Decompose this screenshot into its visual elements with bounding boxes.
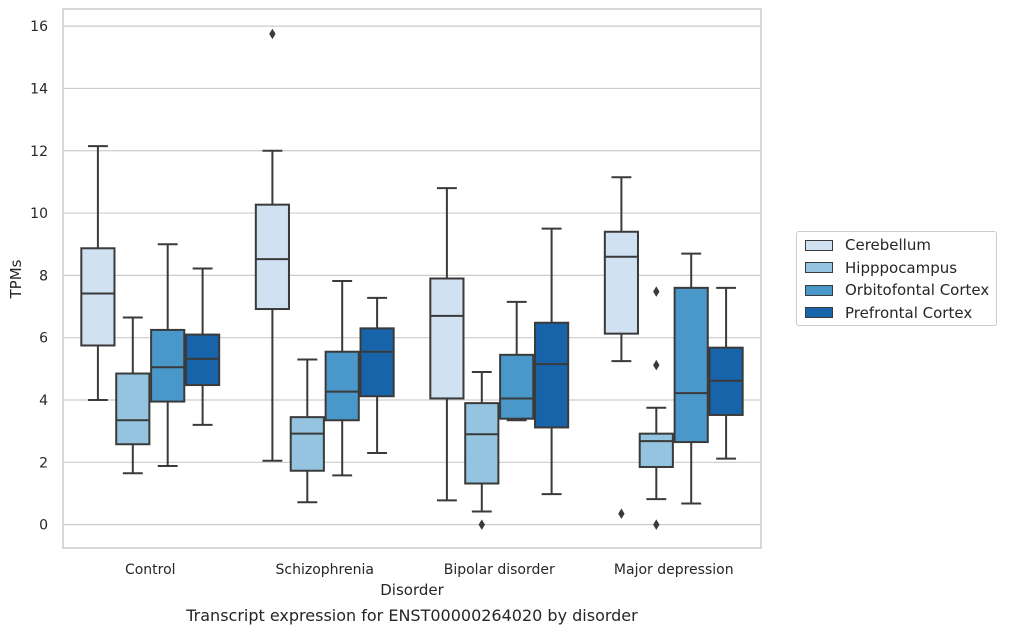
legend-label: Hipppocampus	[845, 258, 958, 277]
box	[638, 432, 674, 468]
x-tick-label: Control	[125, 562, 176, 578]
box-cerebellum-2	[429, 187, 465, 502]
outlier-point	[269, 28, 276, 40]
y-tick-label: 12	[30, 144, 48, 160]
legend-swatch	[805, 262, 833, 273]
x-axis-label: Disorder	[380, 581, 444, 599]
legend: Cerebellum Hipppocampus Orbitofontal Corte…	[796, 231, 997, 326]
outlier-point	[653, 286, 660, 297]
legend-swatch	[805, 239, 833, 251]
box-hipppocampus-3	[638, 286, 674, 530]
box-orbitofontal-cortex-1	[324, 279, 360, 477]
legend-swatch	[805, 284, 833, 296]
box	[359, 327, 395, 398]
box-hipppocampus-0	[115, 316, 151, 475]
box	[429, 277, 465, 400]
legend-item: Prefrontal Cortex	[805, 303, 972, 323]
legend-item: Orbitofontal Cortex	[805, 280, 989, 300]
box-cerebellum-1	[254, 28, 290, 462]
box-hipppocampus-1	[289, 358, 325, 504]
outlier-point	[478, 519, 485, 530]
box-prefrontal-cortex-2	[534, 227, 570, 496]
outlier-point	[653, 519, 660, 530]
box-prefrontal-cortex-0	[185, 267, 221, 426]
y-tick-label: 0	[39, 518, 48, 534]
box-orbitofontal-cortex-3	[673, 252, 709, 505]
box-prefrontal-cortex-1	[359, 296, 395, 454]
legend-item: Cerebellum	[805, 235, 931, 255]
x-tick-label: Schizophrenia	[276, 562, 374, 578]
box	[289, 416, 325, 472]
legend-label: Cerebellum	[845, 236, 931, 254]
box	[254, 203, 290, 311]
box-orbitofontal-cortex-2	[499, 300, 535, 422]
x-tick-label: Bipolar disorder	[444, 562, 555, 578]
box-prefrontal-cortex-3	[708, 286, 744, 460]
outlier-point	[618, 508, 625, 519]
box	[80, 247, 116, 347]
box	[324, 350, 360, 422]
box	[673, 286, 709, 444]
y-tick-label: 8	[39, 268, 48, 284]
x-tick-label: Major depression	[614, 562, 734, 578]
legend-item: Hipppocampus	[805, 258, 957, 278]
box	[499, 353, 535, 420]
y-tick-label: 4	[39, 393, 48, 409]
y-tick-label: 14	[30, 81, 48, 97]
outlier-point	[653, 359, 660, 371]
box	[115, 372, 151, 446]
box	[150, 328, 186, 403]
box-orbitofontal-cortex-0	[150, 243, 186, 468]
y-axis-label: TPMs	[7, 259, 25, 299]
x-tick-labels: Control Schizophrenia Bipolar disorder Majo…	[125, 562, 734, 578]
y-tick-label: 6	[39, 331, 48, 347]
legend-label: Prefrontal Cortex	[845, 303, 973, 322]
y-tick-labels: 0 2 4 6 8 10 12 14 16	[30, 19, 48, 533]
box	[534, 321, 570, 429]
box	[603, 230, 639, 335]
box-cerebellum-3	[603, 176, 639, 519]
y-tick-label: 10	[30, 206, 48, 222]
box	[464, 402, 500, 485]
y-tick-label: 2	[39, 455, 48, 471]
box-groups	[80, 28, 744, 530]
y-tick-label: 16	[30, 19, 48, 35]
chart-caption: Transcript expression for ENST0000026402…	[186, 606, 638, 625]
plot-frame	[62, 8, 762, 549]
legend-swatch	[805, 307, 833, 318]
legend-label: Orbitofontal Cortex	[845, 281, 990, 299]
box-hipppocampus-2	[464, 370, 500, 530]
box-cerebellum-0	[80, 145, 116, 402]
